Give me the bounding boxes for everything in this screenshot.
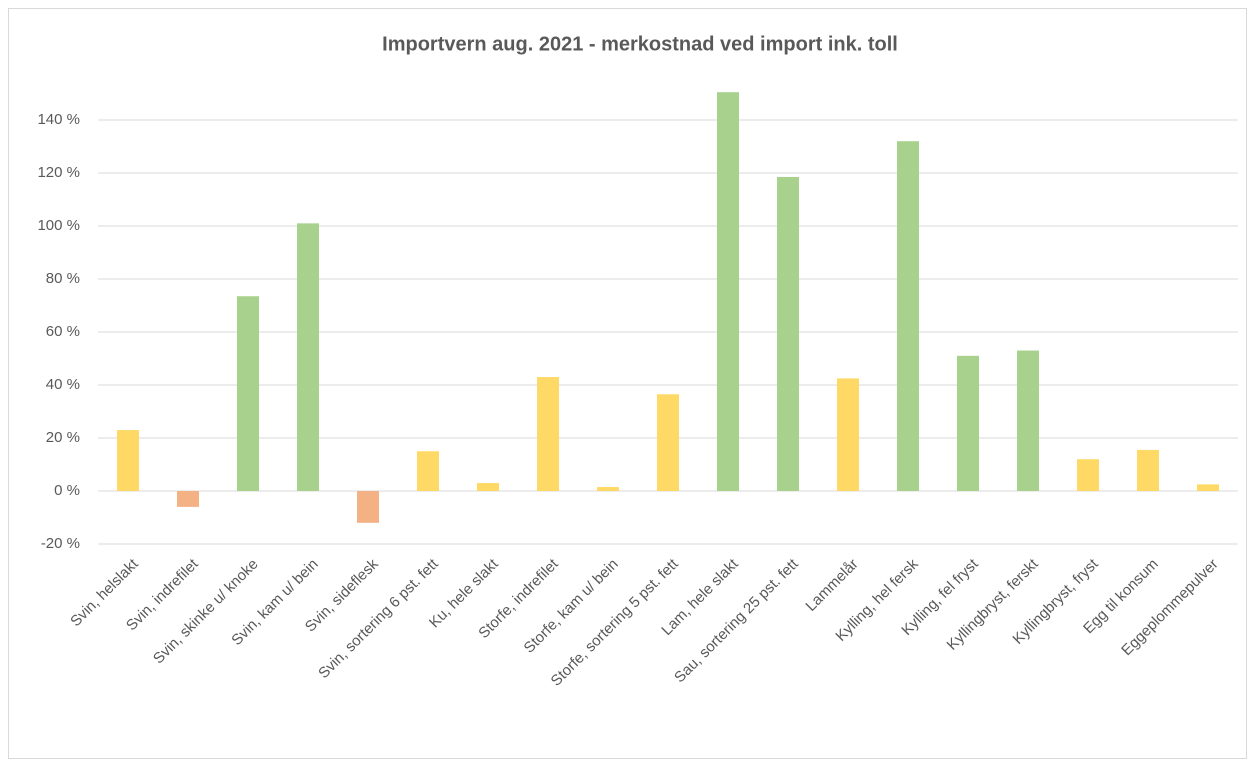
bar	[357, 491, 379, 523]
bar	[477, 483, 499, 491]
y-tick-label: -20 %	[41, 535, 80, 552]
bar	[957, 355, 979, 491]
bar	[237, 296, 259, 491]
y-tick-label: 60 %	[46, 323, 80, 340]
bar	[657, 394, 679, 491]
bar	[1077, 459, 1099, 491]
bar	[297, 223, 319, 491]
bar	[1137, 449, 1159, 491]
y-tick-label: 100 %	[37, 217, 80, 234]
bar	[597, 487, 619, 491]
y-tick-label: 140 %	[37, 111, 80, 128]
y-tick-label: 80 %	[46, 270, 80, 287]
bar	[897, 141, 919, 491]
bar	[717, 92, 739, 492]
bar	[177, 491, 199, 507]
chart-border	[8, 8, 1247, 759]
y-tick-label: 40 %	[46, 376, 80, 393]
y-tick-label: 20 %	[46, 429, 80, 446]
bar	[777, 176, 799, 491]
y-tick-label: 0 %	[54, 482, 80, 499]
bar	[537, 377, 559, 491]
chart-title: Importvern aug. 2021 - merkostnad ved im…	[382, 33, 898, 55]
y-tick-label: 120 %	[37, 164, 80, 181]
bar	[417, 451, 439, 491]
bar	[1017, 350, 1039, 491]
bar	[117, 430, 139, 491]
bar	[1197, 484, 1219, 491]
bar	[837, 378, 859, 491]
